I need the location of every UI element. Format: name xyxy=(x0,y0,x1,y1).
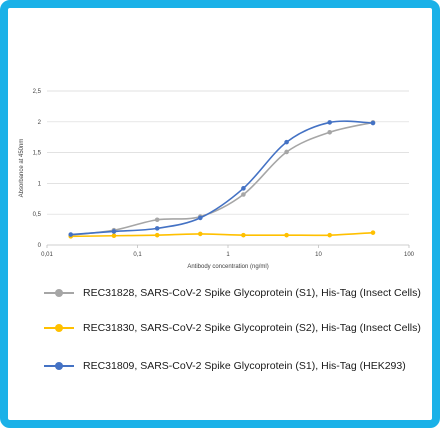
y-tick-label: 2,5 xyxy=(33,89,42,95)
series-3-point xyxy=(68,232,74,237)
legend-label-series-3: REC31809, SARS-CoV-2 Spike Glycoprotein … xyxy=(83,360,406,372)
series-1-point xyxy=(241,192,246,197)
x-tick-label: 100 xyxy=(404,252,415,258)
legend-item-series-2: REC31830, SARS-CoV-2 Spike Glycoprotein … xyxy=(44,322,421,334)
series-2-point xyxy=(154,232,160,238)
series-2-point xyxy=(111,233,117,239)
x-tick-label: 0,1 xyxy=(133,252,142,258)
y-tick-label: 0,5 xyxy=(33,212,42,218)
y-tick-label: 1,5 xyxy=(33,151,42,157)
y-tick-label: 2 xyxy=(38,120,42,126)
x-tick-label: 0,01 xyxy=(41,252,53,258)
series-2-point xyxy=(284,232,289,238)
legend-marker-series-2 xyxy=(44,322,74,334)
legend-marker-series-1 xyxy=(44,287,74,299)
series-3-point xyxy=(197,215,203,221)
x-tick-label: 10 xyxy=(315,252,322,258)
x-tick-label: 1 xyxy=(226,252,230,258)
x-axis-title: Antibody concentration (ng/ml) xyxy=(187,264,268,270)
series-2-point xyxy=(197,231,203,237)
series-2-point xyxy=(370,230,376,235)
series-1-point xyxy=(154,217,160,223)
y-tick-label: 1 xyxy=(38,181,42,187)
series-3-point xyxy=(370,120,376,126)
series-3-point xyxy=(284,139,289,145)
legend-label-series-1: REC31828, SARS-CoV-2 Spike Glycoprotein … xyxy=(83,287,421,299)
legend-label-series-2: REC31830, SARS-CoV-2 Spike Glycoprotein … xyxy=(83,322,421,334)
series-3-point xyxy=(154,226,160,231)
series-2-point xyxy=(241,232,246,238)
series-line-1 xyxy=(70,121,374,236)
series-2-point xyxy=(327,232,333,238)
legend-marker-series-3 xyxy=(44,360,74,372)
series-1-point xyxy=(327,129,333,135)
y-tick-label: 0 xyxy=(38,243,42,249)
series-1-point xyxy=(284,149,289,155)
legend-item-series-1: REC31828, SARS-CoV-2 Spike Glycoprotein … xyxy=(44,287,421,299)
series-3-point xyxy=(111,229,117,234)
y-axis-title: Absorbance at 450nm xyxy=(19,139,25,198)
series-line-3 xyxy=(70,120,374,236)
legend-item-series-3: REC31809, SARS-CoV-2 Spike Glycoprotein … xyxy=(44,360,406,372)
series-3-point xyxy=(327,120,333,125)
series-line-2 xyxy=(70,231,374,238)
series-3-point xyxy=(241,186,246,191)
